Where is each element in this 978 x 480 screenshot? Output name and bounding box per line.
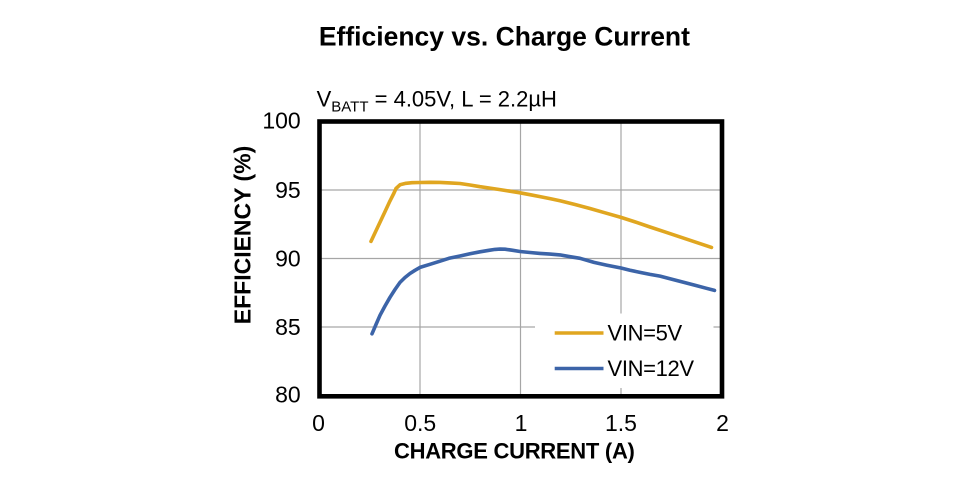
svg-text:2: 2 (716, 410, 729, 436)
svg-text:VBATT = 4.05V, L = 2.2µH: VBATT = 4.05V, L = 2.2µH (317, 86, 557, 115)
svg-text:90: 90 (275, 246, 301, 272)
svg-text:VIN=5V: VIN=5V (608, 320, 683, 345)
svg-text:85: 85 (275, 314, 301, 340)
svg-text:1.5: 1.5 (605, 410, 637, 436)
svg-text:95: 95 (275, 177, 301, 203)
svg-text:EFFICIENCY (%): EFFICIENCY (%) (230, 146, 256, 324)
svg-text:Efficiency vs. Charge Current: Efficiency vs. Charge Current (319, 21, 690, 51)
svg-text:100: 100 (262, 108, 300, 134)
svg-text:1: 1 (515, 410, 528, 436)
svg-text:0.5: 0.5 (404, 410, 436, 436)
svg-text:80: 80 (275, 382, 301, 408)
svg-text:0: 0 (312, 410, 325, 436)
svg-text:VIN=12V: VIN=12V (608, 356, 695, 381)
svg-text:CHARGE CURRENT (A): CHARGE CURRENT (A) (394, 439, 635, 464)
